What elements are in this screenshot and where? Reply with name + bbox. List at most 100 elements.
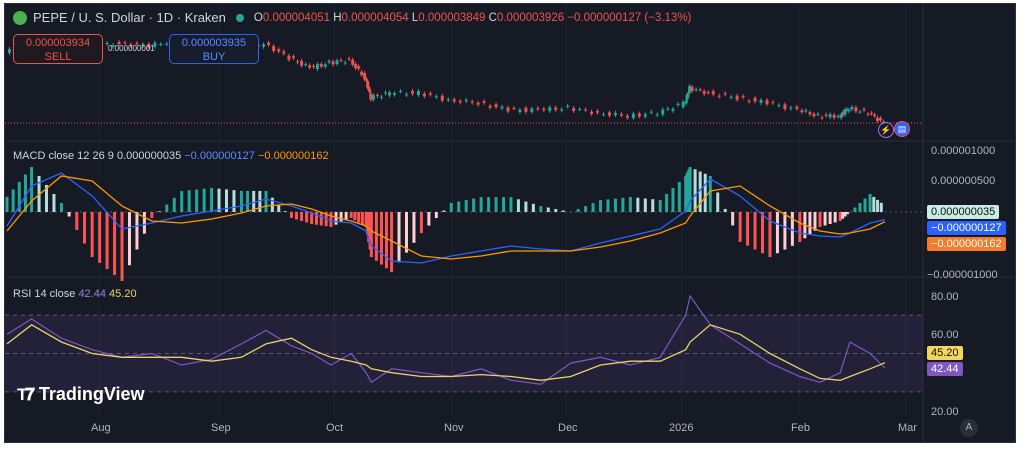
auto-scale-button[interactable]: A <box>960 419 978 437</box>
buy-button[interactable]: 0.000003935 BUY <box>169 34 259 64</box>
hist-price-tag: 0.000000035 <box>927 205 1000 219</box>
candle <box>847 109 851 112</box>
macd-histogram-bar <box>879 202 883 212</box>
candle <box>619 114 623 116</box>
candle <box>379 96 383 98</box>
macd-axis-label: −0.000001000 <box>927 269 998 281</box>
macd-histogram-bar <box>17 181 21 212</box>
candle <box>7 49 11 53</box>
candle <box>287 55 291 60</box>
macd-price-tag: −0.000000127 <box>927 221 1006 235</box>
time-label: Mar <box>898 422 917 434</box>
candle <box>771 102 775 104</box>
candle <box>365 79 369 81</box>
candle <box>282 51 286 54</box>
candle <box>783 104 787 110</box>
macd-histogram-bar <box>703 173 707 212</box>
candle <box>671 108 675 111</box>
candle <box>795 106 799 109</box>
macd-histogram-bar <box>419 212 423 234</box>
candle <box>304 64 308 66</box>
macd-histogram-bar <box>90 212 94 257</box>
macd-histogram-bar <box>651 199 655 212</box>
candle <box>300 60 304 66</box>
flag-icon[interactable]: ▤ <box>894 121 910 137</box>
symbol-title[interactable]: PEPE / U. S. Dollar · 1D · Kraken <box>33 10 226 25</box>
candle <box>141 44 145 47</box>
macd-histogram-bar <box>643 198 647 212</box>
pepe-logo-icon <box>13 10 27 25</box>
time-label: Sep <box>211 422 231 434</box>
candle <box>135 43 139 45</box>
low-value: 0.000003849 <box>418 11 486 24</box>
macd-histogram-bar <box>858 203 862 212</box>
candle <box>404 94 408 96</box>
macd-histogram-bar <box>539 206 543 212</box>
macd-histogram-bar <box>876 199 880 212</box>
macd-histogram-bar <box>658 199 662 212</box>
candle <box>572 108 576 111</box>
chart-canvas[interactable] <box>5 4 1015 442</box>
candle <box>828 114 832 118</box>
tradingview-logo-icon: T𝟕 <box>17 384 35 404</box>
candle <box>470 101 474 103</box>
candle <box>312 65 316 67</box>
candle <box>702 91 706 94</box>
sell-label: SELL <box>44 51 72 63</box>
macd-histogram-bar <box>584 206 588 212</box>
candle <box>717 95 721 97</box>
time-label: Aug <box>91 422 111 434</box>
candle <box>706 92 710 94</box>
macd-name[interactable]: MACD close 12 26 9 <box>13 150 114 162</box>
macd-histogram-bar <box>798 212 802 243</box>
candle <box>371 95 375 100</box>
macd-histogram-bar <box>708 176 712 212</box>
macd-histogram-bar <box>576 209 580 212</box>
macd-histogram-bar <box>768 212 772 257</box>
chart-window[interactable]: PEPE / U. S. Dollar · 1D · Kraken O0.000… <box>4 3 1016 443</box>
candle <box>494 104 498 108</box>
candle <box>765 100 769 105</box>
macd-histogram-bar <box>404 212 408 253</box>
macd-histogram-bar <box>738 212 742 242</box>
macd-histogram-bar <box>300 212 304 221</box>
macd-histogram-bar <box>210 187 214 212</box>
candle <box>357 66 361 69</box>
candle <box>676 103 680 106</box>
macd-histogram-bar <box>142 212 146 234</box>
macd-histogram-bar <box>790 212 794 246</box>
macd-histogram-bar <box>723 208 727 212</box>
candle <box>548 107 552 111</box>
candle <box>343 62 347 64</box>
candle <box>845 109 849 111</box>
lightning-icon[interactable]: ⚡ <box>878 122 894 138</box>
candle <box>666 108 670 110</box>
candle <box>824 114 828 116</box>
macd-histogram-bar <box>187 190 191 212</box>
candle <box>369 94 373 100</box>
candle <box>262 44 266 47</box>
candle <box>291 56 295 59</box>
candle <box>789 107 793 109</box>
macd-histogram-bar <box>349 212 353 218</box>
sell-button[interactable]: 0.000003934 SELL <box>13 34 103 64</box>
candle <box>360 71 364 75</box>
candle <box>111 45 115 47</box>
macd-histogram-bar <box>671 187 675 212</box>
rsi-ma-line <box>6 324 886 381</box>
candle <box>812 113 816 117</box>
candle <box>347 58 351 60</box>
macd-histogram-bar <box>457 201 461 212</box>
macd-histogram-bar <box>479 197 483 212</box>
macd-histogram-bar <box>472 198 476 212</box>
macd-histogram-bar <box>11 189 15 212</box>
macd-histogram-bar <box>165 204 169 212</box>
rsi-name[interactable]: RSI 14 close <box>13 288 76 300</box>
candle <box>649 111 653 113</box>
candle <box>422 93 426 97</box>
signal-line <box>6 175 886 260</box>
macd-histogram-bar <box>853 207 857 212</box>
candle <box>694 89 698 91</box>
candle <box>123 42 127 44</box>
candle <box>687 92 691 94</box>
